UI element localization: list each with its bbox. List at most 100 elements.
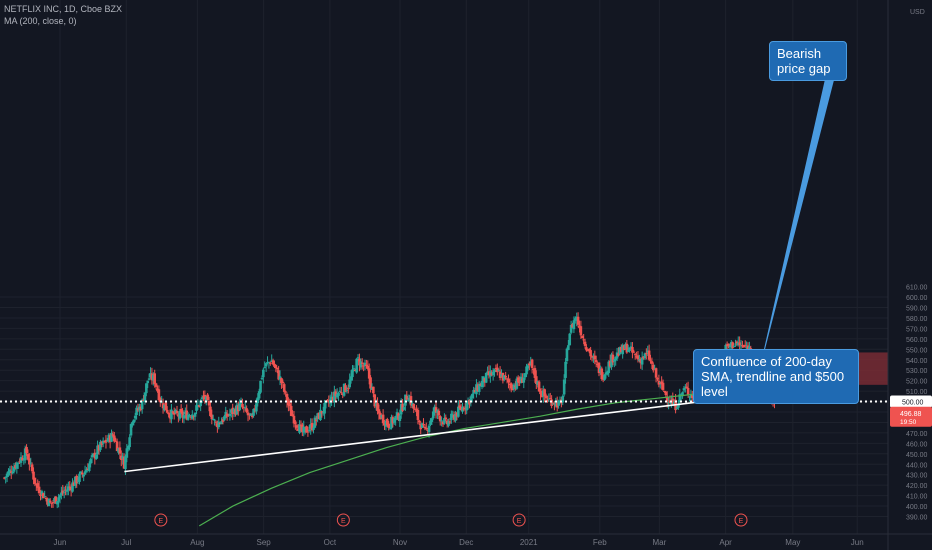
candle-down bbox=[633, 353, 637, 360]
candle-body bbox=[553, 402, 556, 405]
candle-up bbox=[684, 384, 687, 393]
candle-body bbox=[278, 376, 282, 380]
ma-indicator-label[interactable]: MA (200, close, 0) bbox=[4, 16, 77, 26]
candle-body bbox=[607, 361, 611, 374]
candle-body bbox=[312, 427, 315, 430]
candle-up bbox=[228, 408, 232, 421]
candle-body bbox=[365, 364, 368, 367]
candle-up bbox=[23, 445, 27, 464]
candle-up bbox=[67, 481, 70, 496]
candle-up bbox=[613, 358, 616, 368]
candle-body bbox=[372, 386, 375, 394]
candle-down bbox=[532, 368, 535, 375]
candle-down bbox=[660, 376, 663, 390]
candle-up bbox=[256, 393, 260, 407]
candle-body bbox=[185, 410, 189, 420]
candle-body bbox=[480, 380, 484, 388]
candle-up bbox=[629, 342, 633, 349]
candle-up bbox=[363, 359, 367, 371]
earnings-marker[interactable]: E bbox=[336, 513, 350, 527]
candle-body bbox=[515, 378, 519, 389]
candle-down bbox=[537, 380, 541, 392]
candle-body bbox=[18, 461, 21, 463]
candle-body bbox=[640, 357, 644, 365]
candle-body bbox=[37, 486, 41, 494]
candle-body bbox=[727, 343, 730, 347]
candle-body bbox=[475, 384, 478, 395]
candle-up bbox=[450, 410, 453, 424]
candle-down bbox=[167, 412, 170, 418]
price-tick-label: 430.00 bbox=[906, 473, 928, 480]
candle-body bbox=[663, 390, 666, 392]
candle-down bbox=[437, 408, 441, 420]
symbol-title[interactable]: NETFLIX INC, 1D, Cboe BZX bbox=[4, 4, 123, 14]
candle-down bbox=[671, 392, 675, 406]
candle-body bbox=[317, 412, 321, 419]
candle-down bbox=[553, 400, 556, 411]
candle-body bbox=[202, 396, 205, 398]
time-axis[interactable]: Jun Jul Aug Sep Oct Nov Dec 2021 Feb Mar Apr May Jun bbox=[0, 533, 932, 547]
candle-body bbox=[280, 378, 283, 384]
earnings-marker-ring bbox=[336, 513, 350, 527]
candle-up bbox=[392, 417, 396, 425]
candle-body bbox=[412, 403, 416, 409]
candle-body bbox=[422, 423, 425, 425]
candle-up bbox=[312, 424, 315, 434]
candle-body bbox=[7, 471, 10, 476]
confluence-callout[interactable]: Confluence of 200-day SMA, trendline and… bbox=[693, 349, 859, 404]
candle-down bbox=[601, 372, 605, 383]
candle-body bbox=[103, 441, 106, 443]
candle-down bbox=[508, 378, 512, 391]
candle-body bbox=[444, 417, 448, 420]
candle-body bbox=[440, 420, 443, 422]
earnings-marker[interactable]: E bbox=[734, 513, 748, 527]
candle-body bbox=[100, 441, 104, 445]
earnings-marker-ring bbox=[734, 513, 748, 527]
candle-body bbox=[665, 396, 669, 402]
candle-up bbox=[451, 410, 455, 418]
candle-up bbox=[477, 381, 481, 396]
candle-body bbox=[374, 403, 378, 406]
candle-body bbox=[211, 418, 215, 420]
candle-up bbox=[610, 352, 613, 370]
candle-down bbox=[273, 360, 276, 369]
candle-body bbox=[589, 350, 592, 357]
candle-body bbox=[281, 381, 285, 384]
candle-body bbox=[41, 493, 45, 499]
candle-body bbox=[115, 441, 119, 452]
candle-body bbox=[2, 477, 6, 479]
candle-down bbox=[661, 379, 665, 391]
candle-body bbox=[455, 412, 459, 417]
candle-down bbox=[181, 408, 184, 423]
candle-up bbox=[307, 425, 311, 433]
candle-body bbox=[519, 376, 523, 383]
candle-up bbox=[562, 374, 566, 397]
candle-up bbox=[117, 447, 120, 455]
candle-down bbox=[735, 340, 739, 347]
price-axis[interactable]: 390.00 400.00 410.00 420.00 430.00 440.00 450.… bbox=[887, 0, 932, 550]
candle-body bbox=[36, 483, 40, 488]
candle-down bbox=[80, 470, 84, 478]
earnings-marker[interactable]: E bbox=[154, 513, 168, 527]
candle-up bbox=[57, 493, 60, 508]
candle-down bbox=[516, 375, 520, 387]
candle-up bbox=[11, 465, 14, 475]
candle-down bbox=[119, 450, 123, 467]
candle-up bbox=[519, 373, 523, 384]
bearish-gap-callout[interactable]: Bearish price gap bbox=[769, 41, 847, 81]
candle-body bbox=[164, 402, 168, 411]
price-tick-label: 570.00 bbox=[906, 326, 928, 333]
candle-up bbox=[132, 419, 136, 426]
candle-body bbox=[200, 397, 204, 399]
candle-body bbox=[309, 424, 312, 429]
candle-body bbox=[742, 344, 746, 348]
candle-up bbox=[333, 385, 336, 408]
candle-up bbox=[739, 340, 743, 350]
candle-up bbox=[145, 383, 148, 397]
candle-body bbox=[497, 370, 501, 372]
candle-body bbox=[287, 400, 290, 406]
earnings-marker[interactable]: E bbox=[512, 513, 526, 527]
candle-up bbox=[4, 476, 7, 484]
candle-up bbox=[384, 419, 388, 431]
